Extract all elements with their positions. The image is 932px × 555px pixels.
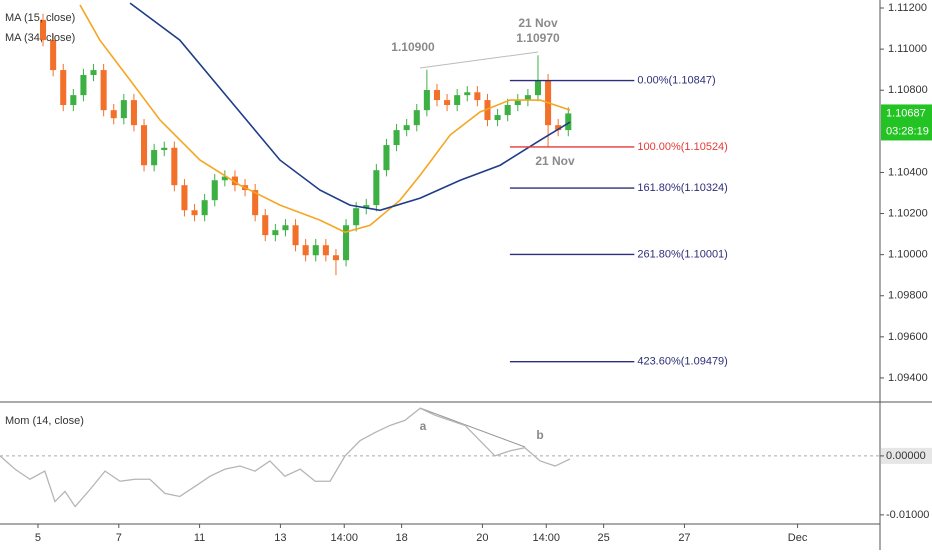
legend-entry: MA (34, close)	[5, 32, 75, 44]
candle-body	[373, 170, 380, 206]
candle-body	[423, 90, 430, 111]
candle-body	[565, 113, 572, 131]
candle-body	[534, 80, 542, 96]
candle-body	[504, 105, 511, 116]
candle-body	[141, 125, 148, 166]
x-tick-label: 11	[194, 532, 205, 544]
x-tick-label: 14:00	[330, 532, 358, 544]
candle-body	[393, 130, 400, 146]
candle-body	[252, 190, 259, 216]
y-tick-label: 1.10400	[888, 166, 928, 178]
candle-body	[413, 110, 420, 126]
y-tick-label: 1.10800	[888, 84, 928, 96]
candle-body	[211, 180, 218, 201]
annotation: 21 Nov	[535, 154, 575, 168]
candle-body	[484, 100, 491, 121]
candle-body	[161, 147, 168, 151]
candle-body	[90, 70, 97, 76]
candle-body	[454, 95, 461, 106]
candle-body	[433, 90, 440, 101]
candle-body	[60, 70, 67, 106]
x-tick-label: 7	[116, 532, 122, 544]
fib-label: 100.00%(1.10524)	[637, 141, 728, 153]
pane-title: Mom (14, close)	[5, 415, 84, 427]
fib-label: 261.80%(1.10001)	[637, 248, 728, 260]
candle-body	[201, 200, 208, 216]
annotation: 1.10970	[516, 31, 560, 45]
fib-label: 423.60%(1.09479)	[637, 356, 728, 368]
y-tick-label: 1.11000	[888, 43, 927, 55]
candle-body	[272, 230, 279, 236]
x-tick-label: 27	[678, 532, 690, 544]
candle-body	[403, 125, 410, 131]
candle-body	[464, 92, 471, 96]
y-tick-background	[881, 447, 932, 464]
x-tick-label: 18	[395, 532, 407, 544]
y-tick-label: 1.09600	[888, 331, 928, 343]
candle-body	[524, 95, 531, 101]
candle-body	[343, 225, 350, 261]
x-tick-label: 20	[476, 532, 488, 544]
candle-body	[474, 92, 481, 101]
candle-body	[151, 150, 158, 166]
candle-body	[181, 185, 188, 211]
candle-body	[322, 245, 329, 256]
y-tick-label: 1.10200	[888, 207, 928, 219]
candle-body	[494, 115, 501, 121]
trend-line	[419, 51, 539, 69]
legend-entry: MA (15, close)	[5, 12, 75, 24]
annotation: 1.10900	[391, 40, 435, 54]
moving-average	[129, 2, 571, 212]
candle-body	[383, 145, 390, 171]
candle-body	[40, 19, 47, 41]
price-tag	[881, 104, 932, 141]
candle-body	[363, 205, 370, 209]
candle-body	[80, 75, 87, 96]
annotation: a	[420, 419, 427, 433]
candle-body	[514, 100, 521, 106]
candle-body	[282, 225, 289, 231]
candle-body	[353, 208, 360, 226]
candle-body	[110, 110, 117, 119]
candle-body	[120, 100, 127, 119]
momentum-line	[0, 407, 571, 508]
moving-average	[79, 4, 571, 234]
price-tag-countdown: 03:28:19	[886, 125, 929, 137]
annotation: b	[536, 428, 543, 442]
x-tick-label: 25	[598, 532, 610, 544]
plot-layer: 0.00%(1.10847) 100.00%(1.10524) 161.80%(1.…	[0, 2, 880, 508]
divergence-line	[419, 407, 526, 448]
y-tick-label: 1.10000	[888, 249, 928, 261]
y-tick-label: 0.00000	[886, 450, 926, 462]
candle-body	[302, 245, 309, 256]
candle-body	[130, 100, 137, 126]
candle-body	[231, 176, 238, 186]
candle-body	[191, 210, 198, 216]
candle-body	[332, 255, 339, 261]
candle-body	[50, 40, 57, 71]
x-tick-label: Dec	[788, 532, 808, 544]
y-tick-label: -0.01000	[886, 509, 929, 521]
candle-body	[312, 245, 319, 256]
candle-body	[555, 125, 562, 131]
price-tag-label: 1.10687	[886, 107, 926, 119]
candle-body	[262, 215, 269, 236]
y-tick-label: 1.09400	[888, 372, 928, 384]
fib-label: 0.00%(1.10847)	[637, 74, 715, 86]
x-tick-label: 14:00	[532, 532, 560, 544]
candle-body	[70, 95, 77, 106]
x-tick-label: 13	[274, 532, 286, 544]
y-tick-label: 1.09800	[888, 290, 928, 302]
candle-body	[444, 100, 451, 106]
candle-body	[292, 225, 299, 246]
x-tick-label: 5	[35, 532, 41, 544]
annotation: 21 Nov	[518, 16, 558, 30]
candle-body	[171, 147, 178, 186]
candle-body	[100, 70, 107, 111]
candle-body	[221, 176, 228, 181]
y-tick-label: 1.11200	[888, 2, 927, 14]
fib-label: 161.80%(1.10324)	[637, 182, 728, 194]
